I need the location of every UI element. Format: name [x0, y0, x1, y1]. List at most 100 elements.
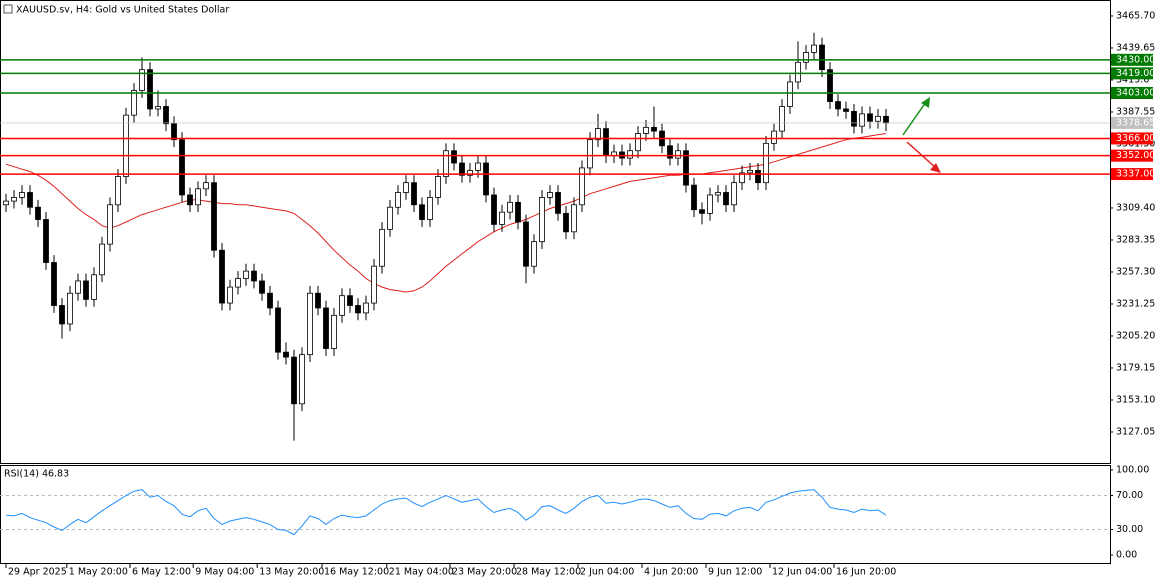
candle-body: [371, 265, 377, 304]
candle-body: [707, 194, 713, 214]
down-arrow-head: [930, 163, 941, 173]
candle-body: [747, 169, 753, 174]
y-tick-label: 3465.70: [1116, 10, 1155, 21]
candle-body: [387, 206, 393, 230]
candle-body: [331, 314, 337, 349]
candle-body: [859, 113, 865, 127]
candle-body: [19, 192, 25, 198]
level-box: [1111, 149, 1153, 162]
candle-body: [99, 243, 105, 276]
candle-body: [195, 188, 201, 206]
candle-body: [299, 354, 305, 405]
candle-body: [651, 126, 657, 132]
candle-body: [411, 182, 417, 206]
candle-body: [315, 292, 321, 309]
candle-body: [491, 194, 497, 225]
candle-body: [691, 184, 697, 211]
y-tick-label: 3439.65: [1116, 42, 1155, 53]
rsi-panel: [0, 465, 1111, 564]
marks: 3465.703439.653413.63387.553361.503309.4…: [0, 10, 1155, 578]
candle-body: [3, 200, 9, 206]
y-tick-label: 3413.6: [1116, 74, 1149, 85]
up-arrow: [902, 101, 927, 136]
candle-body: [531, 241, 537, 267]
candle-body: [595, 128, 601, 141]
candle-body: [883, 115, 889, 124]
candle-body: [75, 280, 81, 294]
rsi-line: [5, 489, 887, 536]
rsi-tick-label: 0.00: [1116, 550, 1137, 561]
candle-body: [115, 176, 121, 206]
x-tick-label: 9 May 04:00: [195, 567, 254, 578]
candle-body: [811, 44, 817, 53]
rsi-tick-label: 100.00: [1116, 465, 1149, 476]
candle-body: [467, 169, 473, 176]
x-tick-label: 29 Apr 2025: [8, 567, 67, 578]
y-tick-label: 3283.35: [1116, 234, 1155, 245]
x-tick-label: 16 May 12:00: [324, 567, 389, 578]
y-tick-label: 3179.15: [1116, 362, 1155, 373]
level-label: 3419.00: [1116, 68, 1155, 79]
candle-body: [475, 162, 481, 171]
y-tick-label: 3387.55: [1116, 106, 1155, 117]
candle-body: [419, 204, 425, 220]
candle-body: [603, 128, 609, 157]
x-tick-label: 12 Jun 04:00: [772, 567, 832, 578]
candle-body: [251, 270, 257, 282]
candle-body: [355, 305, 361, 314]
candle-body: [203, 182, 209, 190]
level-box: [1111, 86, 1153, 99]
y-tick-label: 3257.30: [1116, 266, 1155, 277]
candle-body: [107, 204, 113, 245]
candle-body: [795, 61, 801, 83]
candle-body: [219, 249, 225, 304]
candle-body: [307, 292, 313, 356]
candle-body: [867, 113, 873, 122]
chart-title: XAUUSD.sv, H4: Gold vs United States Dol…: [16, 5, 229, 16]
x-tick-label: 2 Jun 04:00: [580, 567, 634, 578]
candle-body: [787, 81, 793, 107]
candle-body: [27, 192, 33, 208]
candle-body: [139, 69, 145, 91]
candle-body: [771, 130, 777, 144]
candle-body: [131, 90, 137, 116]
candle-body: [555, 192, 561, 214]
candle-body: [571, 204, 577, 233]
candle-body: [155, 106, 161, 110]
candle-body: [283, 351, 289, 358]
candle-body: [267, 292, 273, 309]
candle-body: [499, 211, 505, 225]
last-price-box: [1111, 116, 1153, 129]
candle-body: [547, 192, 553, 198]
level-box: [1111, 168, 1153, 181]
candle-body: [507, 201, 513, 213]
candle-body: [851, 111, 857, 127]
level-box: [1111, 53, 1153, 66]
candle-body: [91, 274, 97, 300]
candle-body: [43, 219, 49, 263]
y-tick-label: 3309.40: [1116, 202, 1155, 213]
x-tick-label: 13 May 20:00: [259, 567, 324, 578]
candle-body: [123, 114, 129, 177]
price-panel: [0, 0, 1111, 464]
candle-body: [699, 209, 705, 214]
candle-body: [635, 133, 641, 152]
level-box: [1111, 132, 1153, 145]
candle-body: [323, 307, 329, 349]
candle-body: [515, 201, 521, 223]
candle-body: [539, 197, 545, 243]
candle-body: [683, 150, 689, 186]
level-label: 3337.00: [1116, 169, 1155, 180]
candle-body: [83, 280, 89, 300]
candle-body: [275, 307, 281, 353]
x-tick-label: 4 Jun 20:00: [644, 567, 698, 578]
candle-body: [187, 194, 193, 206]
candle-body: [667, 145, 673, 159]
candle-body: [451, 150, 457, 164]
x-tick-label: 28 May 12:00: [516, 567, 581, 578]
candle-body: [291, 356, 297, 405]
candle-body: [587, 139, 593, 169]
candle-body: [59, 305, 65, 325]
candle-body: [403, 182, 409, 193]
